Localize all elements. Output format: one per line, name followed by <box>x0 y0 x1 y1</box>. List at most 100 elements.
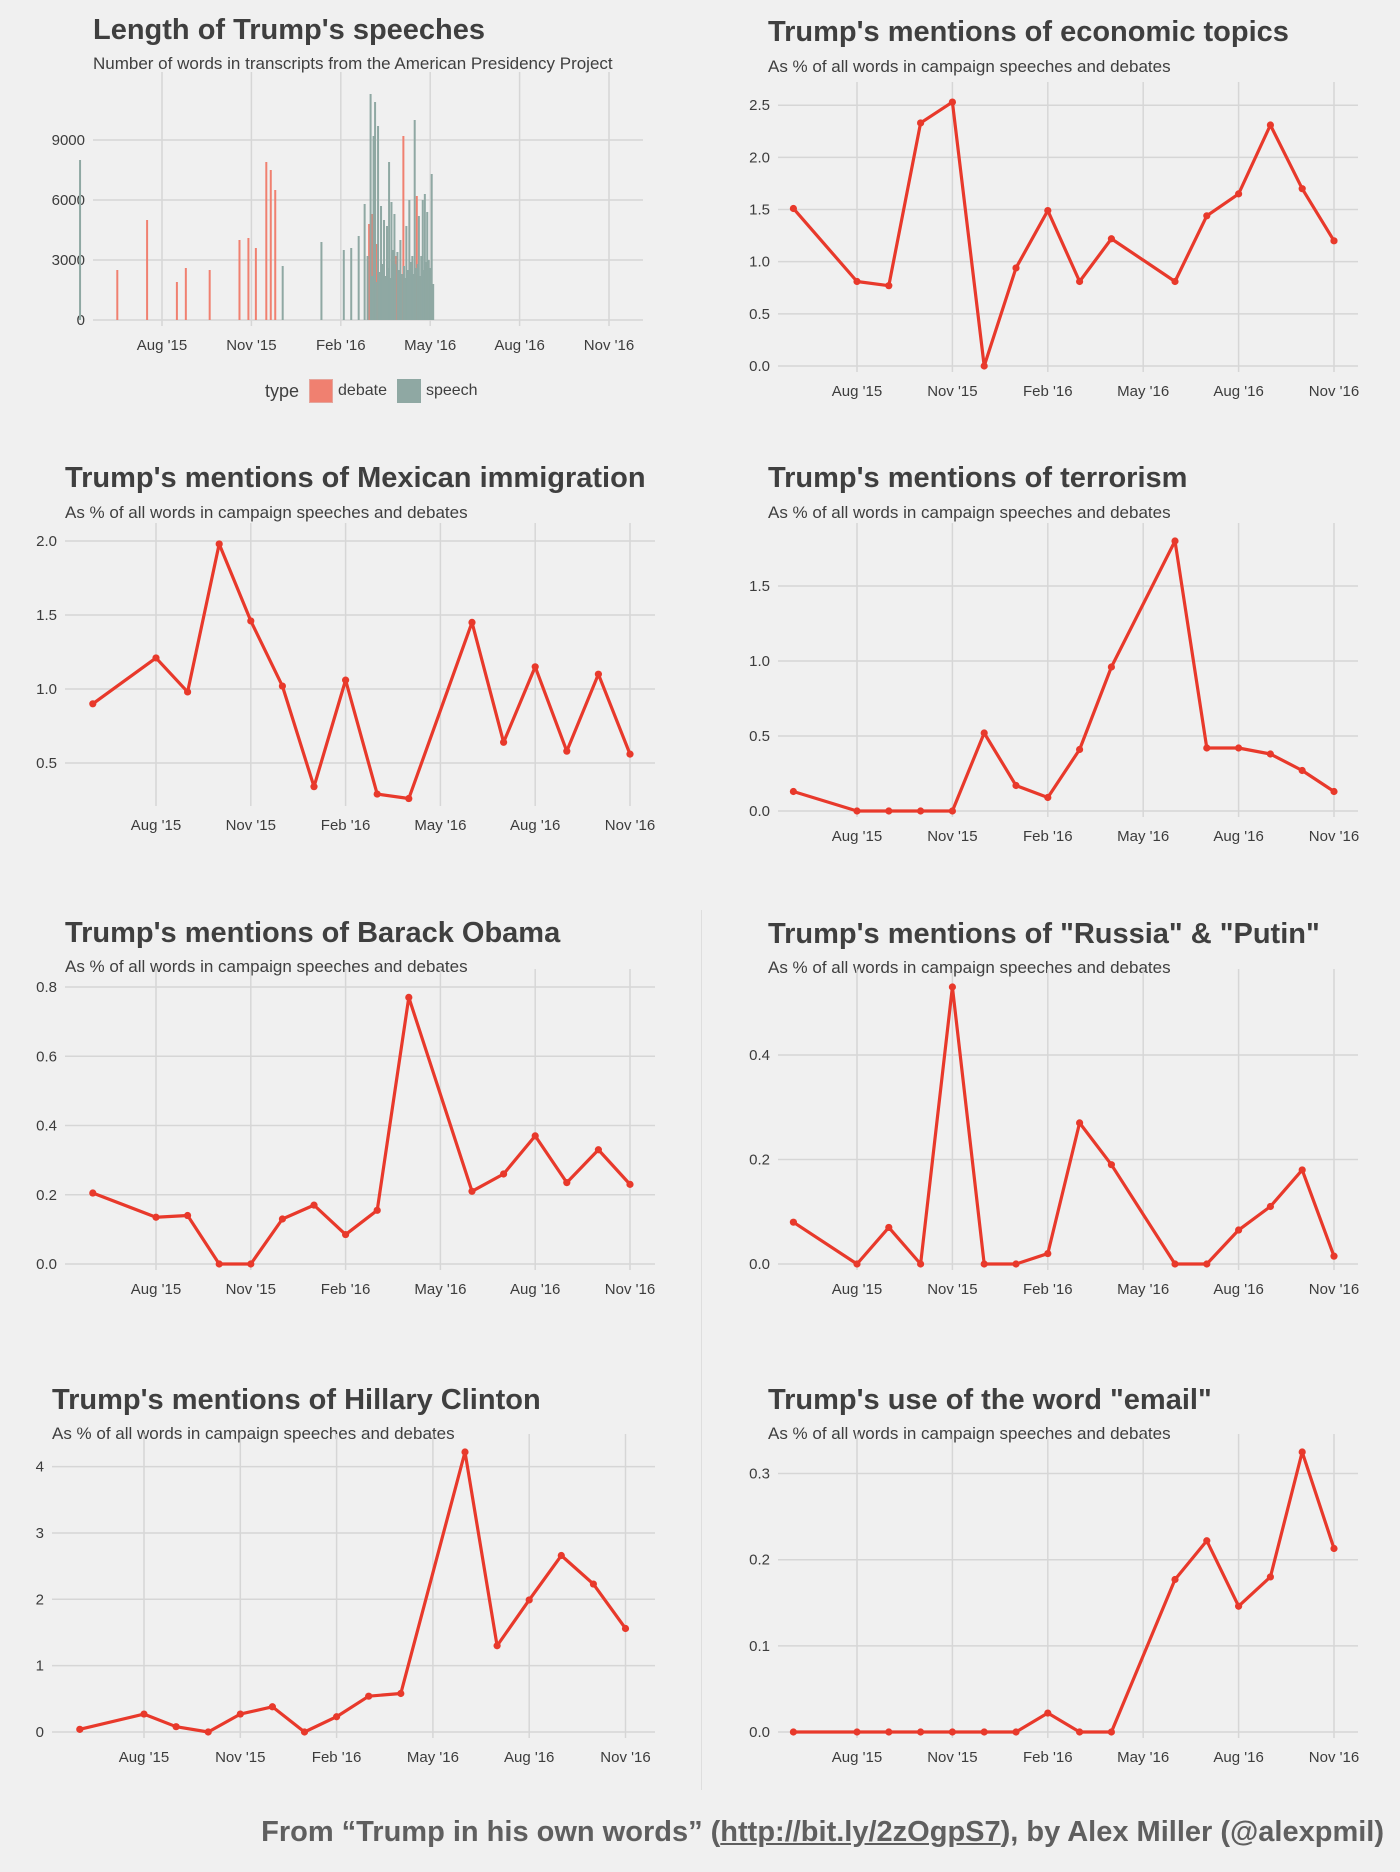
panel-divider <box>701 910 702 1790</box>
data-point <box>247 1260 255 1268</box>
data-point <box>1012 1728 1020 1736</box>
y-tick-label: 0.5 <box>749 728 770 745</box>
x-tick-label: May '16 <box>1117 828 1169 845</box>
credit-link[interactable]: http://bit.ly/2zOgpS7 <box>720 1816 1001 1848</box>
y-tick-label: 0.4 <box>749 1047 770 1064</box>
data-point <box>1107 663 1115 671</box>
y-tick-label: 1.0 <box>36 681 57 698</box>
data-point <box>1044 793 1052 802</box>
plot-terrorism: 0.0 0.5 1.0 1.5 Aug '15 Nov '15 Feb '16 May '16… <box>749 523 1359 845</box>
bar-speech <box>386 268 389 320</box>
data-point <box>980 1260 988 1268</box>
legend-swatch-speech <box>396 379 421 403</box>
data-point <box>342 1230 350 1239</box>
bar-speech <box>366 256 369 320</box>
bar-speech <box>350 248 353 320</box>
chart-title: Length of Trump's speeches <box>93 14 486 46</box>
data-point <box>1076 1728 1084 1736</box>
bar-speech <box>420 256 423 320</box>
bar-debate <box>175 282 178 320</box>
data-point <box>373 1206 381 1214</box>
x-tick-label: Aug '15 <box>131 817 181 834</box>
x-tick-label: Feb '16 <box>1023 1281 1073 1298</box>
data-point <box>500 1170 508 1178</box>
series-line <box>792 985 1336 1266</box>
bar-speech <box>371 276 374 320</box>
data-point <box>789 1218 798 1226</box>
data-point <box>1235 744 1243 752</box>
y-tick-label: 0.4 <box>36 1118 57 1135</box>
legend-title: type <box>265 380 300 401</box>
data-point <box>1298 1166 1306 1174</box>
data-point <box>853 277 861 286</box>
plot-length: 0 3000 6000 9000 Aug '15 Nov '15 Feb '16 May '1… <box>52 72 643 354</box>
x-tick-label: Nov '15 <box>927 1281 977 1298</box>
x-tick-label: Aug '16 <box>1213 828 1263 845</box>
data-point <box>853 807 861 815</box>
data-point <box>1203 212 1211 220</box>
data-point <box>1076 1119 1084 1127</box>
data-point <box>1330 787 1338 796</box>
y-tick-label: 0 <box>36 1724 44 1741</box>
x-tick-label: May '16 <box>414 817 466 834</box>
bar-speech <box>380 206 383 320</box>
bar-speech <box>413 120 416 320</box>
series-line <box>792 539 1335 813</box>
bar-speech <box>422 270 425 320</box>
bar-speech <box>412 274 415 320</box>
data-point <box>1266 1202 1274 1211</box>
chart-title: Trump's mentions of economic topics <box>768 16 1289 48</box>
data-point <box>948 98 957 106</box>
y-tick-label: 2.5 <box>749 97 770 114</box>
bar-speech <box>383 220 386 320</box>
x-tick-label: May '16 <box>1117 1281 1169 1298</box>
chart-subtitle: As % of all words in campaign speeches a… <box>52 1424 455 1443</box>
data-point <box>1012 781 1020 790</box>
bar-speech <box>426 212 429 320</box>
data-point <box>948 983 957 991</box>
chart-subtitle: As % of all words in campaign speeches a… <box>768 503 1171 522</box>
bar-speech <box>79 160 82 320</box>
bar-speech <box>357 236 360 320</box>
x-tick-label: Nov '15 <box>927 383 977 400</box>
data-point <box>1298 766 1306 775</box>
x-tick-label: Aug '15 <box>832 1749 882 1766</box>
y-tick-label: 0.0 <box>749 803 770 820</box>
data-point <box>468 618 476 627</box>
chart-subtitle: As % of all words in campaign speeches a… <box>768 958 1171 977</box>
series-line <box>92 995 632 1266</box>
data-point <box>247 617 255 625</box>
data-point <box>204 1728 212 1736</box>
chart-title: Trump's mentions of Hillary Clinton <box>52 1384 541 1416</box>
y-tick-label: 6000 <box>52 192 85 209</box>
y-tick-label: 1.5 <box>749 202 770 219</box>
bar-speech <box>281 266 284 320</box>
data-point <box>333 1713 341 1721</box>
data-point <box>626 1180 634 1188</box>
data-point <box>1330 237 1338 245</box>
y-tick-label: 1 <box>36 1658 44 1675</box>
y-tick-label: 1.0 <box>749 254 770 271</box>
bar-speech <box>397 270 400 320</box>
y-tick-label: 4 <box>36 1459 44 1476</box>
data-point <box>1076 277 1084 286</box>
data-point <box>1235 1226 1243 1234</box>
plot-russia: 0.0 0.2 0.4 Aug '15 Nov '15 Feb '16 May '16 Aug… <box>749 969 1359 1298</box>
data-point <box>589 1580 598 1588</box>
data-point <box>1044 206 1052 215</box>
bar-speech <box>427 260 430 320</box>
data-point <box>152 654 160 662</box>
data-point <box>1107 1161 1115 1169</box>
y-tick-label: 0.0 <box>749 1724 770 1741</box>
data-point <box>1171 1260 1179 1268</box>
bar-debate <box>238 240 241 320</box>
x-tick-label: Aug '16 <box>510 1281 560 1298</box>
x-tick-label: Feb '16 <box>321 817 371 834</box>
bar-debate <box>274 190 277 320</box>
bar-speech <box>417 216 420 320</box>
bar-speech <box>374 282 377 320</box>
chart-title: Trump's mentions of Mexican immigration <box>65 462 646 494</box>
data-point <box>493 1642 501 1650</box>
credit-line: From “Trump in his own words” (http://bi… <box>261 1816 1384 1849</box>
x-tick-label: Aug '15 <box>131 1281 181 1298</box>
